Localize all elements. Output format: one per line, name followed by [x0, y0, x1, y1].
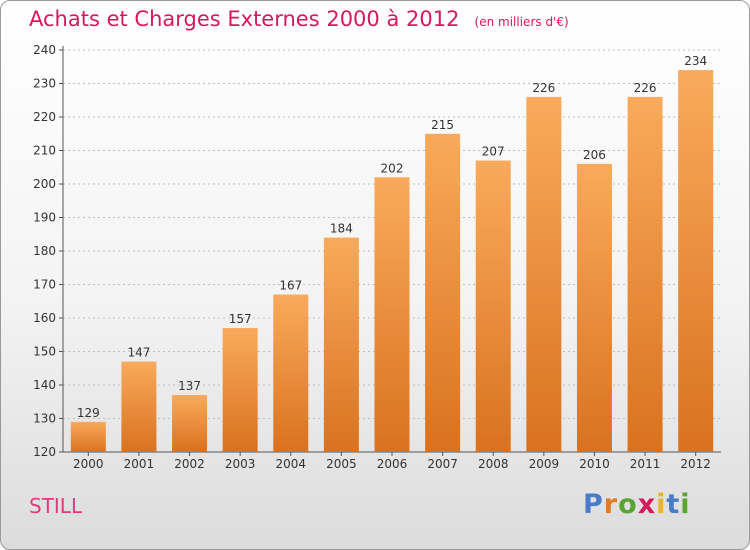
- data-label: 157: [229, 312, 252, 326]
- data-label: 137: [178, 379, 201, 393]
- bar-2005: [323, 237, 359, 452]
- y-tick-label: 220: [33, 110, 56, 124]
- bar-2011: [627, 96, 663, 453]
- x-tick-label: 2004: [275, 457, 306, 471]
- x-tick-label: 2009: [529, 457, 560, 471]
- logo-letter: i: [656, 489, 667, 520]
- bar-2006: [374, 177, 410, 453]
- x-tick-label: 2008: [478, 457, 509, 471]
- x-tick-label: 2012: [680, 457, 711, 471]
- bar-2003: [222, 328, 258, 452]
- data-labels: 129 147 137 157 167 184 202 215 207 226 206 226 234: [77, 54, 707, 420]
- bar-2009: [526, 96, 562, 453]
- y-tick-label: 170: [33, 278, 56, 292]
- bar-2000: [70, 421, 106, 452]
- data-label: 147: [127, 346, 150, 360]
- y-tick-label: 200: [33, 177, 56, 191]
- data-label: 129: [77, 406, 100, 420]
- data-label: 202: [381, 161, 404, 175]
- data-label: 184: [330, 222, 353, 236]
- bar-2007: [425, 133, 461, 452]
- data-label: 206: [583, 148, 606, 162]
- y-tick-label: 140: [33, 378, 56, 392]
- y-tick-label: 120: [33, 445, 56, 459]
- x-tick-label: 2007: [427, 457, 458, 471]
- logo-letter: i: [680, 489, 691, 520]
- logo-letter: r: [603, 489, 619, 520]
- data-label: 167: [279, 279, 302, 293]
- commune-name: STILL: [29, 494, 83, 518]
- chart-subtitle: (en milliers d'€): [474, 15, 569, 29]
- chart-title: Achats et Charges Externes 2000 à 2012: [29, 7, 460, 31]
- bar-2012: [678, 70, 714, 452]
- x-tick-label: 2002: [174, 457, 205, 471]
- x-tick-label: 2010: [579, 457, 610, 471]
- logo-letter: t: [666, 489, 681, 520]
- chart-title-block: Achats et Charges Externes 2000 à 2012 (…: [29, 7, 569, 31]
- y-tick-label: 160: [33, 311, 56, 325]
- logo-letter: o: [618, 489, 638, 520]
- proxiti-logo[interactable]: Proxiti: [583, 489, 691, 520]
- bar-2010: [576, 163, 612, 452]
- x-tick-label: 2011: [630, 457, 661, 471]
- bar-2008: [475, 160, 511, 453]
- y-tick-label: 180: [33, 244, 56, 258]
- data-label: 226: [532, 81, 555, 95]
- bars: [70, 70, 714, 453]
- y-tick-label: 190: [33, 211, 56, 225]
- y-tick-label: 210: [33, 144, 56, 158]
- x-tick-label: 2005: [326, 457, 357, 471]
- logo-letter: x: [637, 489, 657, 520]
- y-tick-label: 240: [33, 43, 56, 57]
- bar-2004: [273, 294, 309, 452]
- y-tick-label: 130: [33, 412, 56, 426]
- y-tick-label: 150: [33, 345, 56, 359]
- x-tick-label: 2006: [377, 457, 408, 471]
- data-label: 234: [684, 54, 707, 68]
- bar-2001: [121, 361, 157, 452]
- y-tick-label: 230: [33, 77, 56, 91]
- x-tick-label: 2003: [225, 457, 256, 471]
- data-label: 215: [431, 118, 454, 132]
- x-tick-label: 2000: [73, 457, 104, 471]
- logo-letter: P: [583, 489, 604, 520]
- data-label: 207: [482, 145, 505, 159]
- data-label: 226: [634, 81, 657, 95]
- bar-2002: [172, 395, 208, 452]
- x-tick-label: 2001: [124, 457, 155, 471]
